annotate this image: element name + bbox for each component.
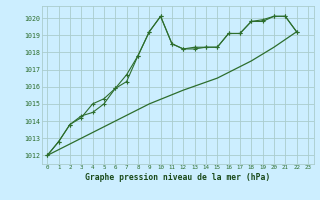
X-axis label: Graphe pression niveau de la mer (hPa): Graphe pression niveau de la mer (hPa) [85,173,270,182]
